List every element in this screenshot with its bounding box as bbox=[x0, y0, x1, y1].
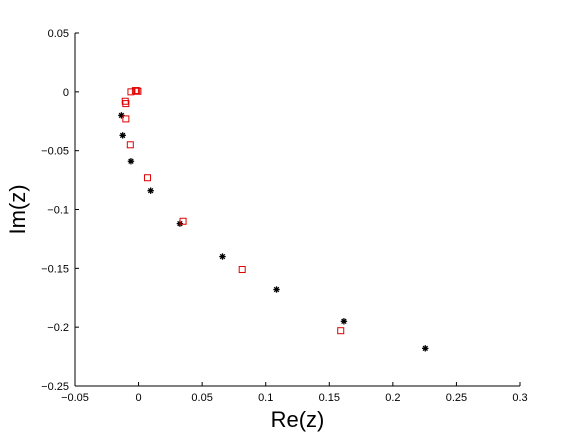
star-marker bbox=[219, 253, 226, 260]
square-marker bbox=[238, 266, 246, 274]
x-tick-label: 0.15 bbox=[319, 392, 340, 404]
star-marker bbox=[422, 345, 429, 352]
y-tick-label: −0.15 bbox=[41, 263, 69, 275]
x-ticks: −0.05 0 0.05 0.1 0.15 0.2 0.25 0.3 bbox=[61, 382, 528, 404]
y-axis-label: Im(z) bbox=[5, 184, 30, 234]
y-tick-label: −0.05 bbox=[41, 146, 69, 158]
square-marker bbox=[337, 327, 345, 335]
y-tick-label: −0.25 bbox=[41, 381, 69, 393]
y-ticks: 0.05 0 −0.05 −0.1 −0.15 −0.2 −0.25 bbox=[41, 28, 79, 393]
square-marker bbox=[127, 88, 135, 96]
x-tick-label: 0.3 bbox=[512, 392, 527, 404]
square-marker bbox=[122, 100, 130, 108]
axes bbox=[74, 33, 520, 387]
square-marker bbox=[122, 115, 130, 123]
y-tick-label: −0.2 bbox=[47, 322, 69, 334]
star-marker bbox=[119, 132, 126, 139]
x-tick-label: 0.1 bbox=[258, 392, 273, 404]
star-marker bbox=[340, 318, 348, 325]
star-marker bbox=[147, 187, 154, 194]
x-tick-label: 0.05 bbox=[191, 392, 212, 404]
x-tick-label: 0.2 bbox=[385, 392, 400, 404]
y-tick-label: 0.05 bbox=[48, 28, 69, 40]
square-marker bbox=[121, 97, 129, 105]
star-marker bbox=[127, 158, 135, 165]
y-tick-label: 0 bbox=[63, 87, 69, 99]
y-tick-label: −0.1 bbox=[47, 205, 69, 217]
square-marker bbox=[179, 217, 187, 225]
x-axis-label: Re(z) bbox=[271, 407, 325, 432]
x-tick-label: 0 bbox=[136, 392, 142, 404]
x-tick-label: 0.25 bbox=[446, 392, 467, 404]
x-tick-label: −0.05 bbox=[61, 392, 89, 404]
square-marker bbox=[143, 174, 151, 182]
star-marker bbox=[118, 112, 125, 119]
square-marker bbox=[126, 141, 134, 149]
data-markers bbox=[118, 87, 429, 352]
star-marker bbox=[273, 286, 280, 293]
square-marker bbox=[131, 87, 139, 95]
